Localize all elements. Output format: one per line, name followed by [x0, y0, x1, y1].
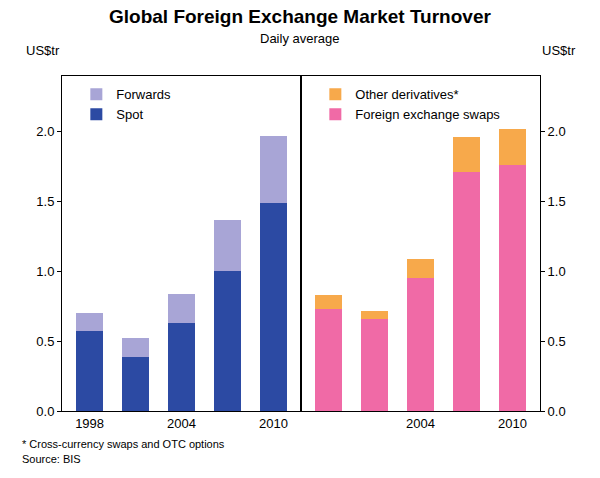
svg-text:1.5: 1.5 — [36, 194, 54, 209]
svg-text:2.0: 2.0 — [548, 124, 566, 139]
svg-text:0.0: 0.0 — [36, 404, 54, 419]
svg-text:Forwards: Forwards — [116, 87, 171, 102]
svg-text:2004: 2004 — [406, 416, 435, 431]
svg-text:0.0: 0.0 — [548, 404, 566, 419]
svg-text:1.0: 1.0 — [548, 264, 566, 279]
svg-text:Global Foreign Exchange Market: Global Foreign Exchange Market Turnover — [109, 6, 491, 27]
svg-text:Spot: Spot — [116, 107, 143, 122]
svg-text:1998: 1998 — [75, 416, 104, 431]
svg-text:1.0: 1.0 — [36, 264, 54, 279]
svg-text:0.5: 0.5 — [548, 334, 566, 349]
svg-text:0.5: 0.5 — [36, 334, 54, 349]
svg-text:2010: 2010 — [498, 416, 527, 431]
svg-text:US$tr: US$tr — [26, 43, 60, 58]
svg-text:2.0: 2.0 — [36, 124, 54, 139]
svg-text:Other derivatives*: Other derivatives* — [355, 87, 458, 102]
svg-text:2004: 2004 — [167, 416, 196, 431]
svg-text:Daily average: Daily average — [260, 31, 340, 46]
svg-text:2010: 2010 — [259, 416, 288, 431]
svg-text:Foreign exchange swaps: Foreign exchange swaps — [355, 107, 500, 122]
svg-text:* Cross-currency swaps and OTC: * Cross-currency swaps and OTC options — [22, 438, 225, 450]
svg-text:1.5: 1.5 — [548, 194, 566, 209]
svg-text:US$tr: US$tr — [542, 43, 576, 58]
svg-text:Source: BIS: Source: BIS — [22, 453, 81, 465]
